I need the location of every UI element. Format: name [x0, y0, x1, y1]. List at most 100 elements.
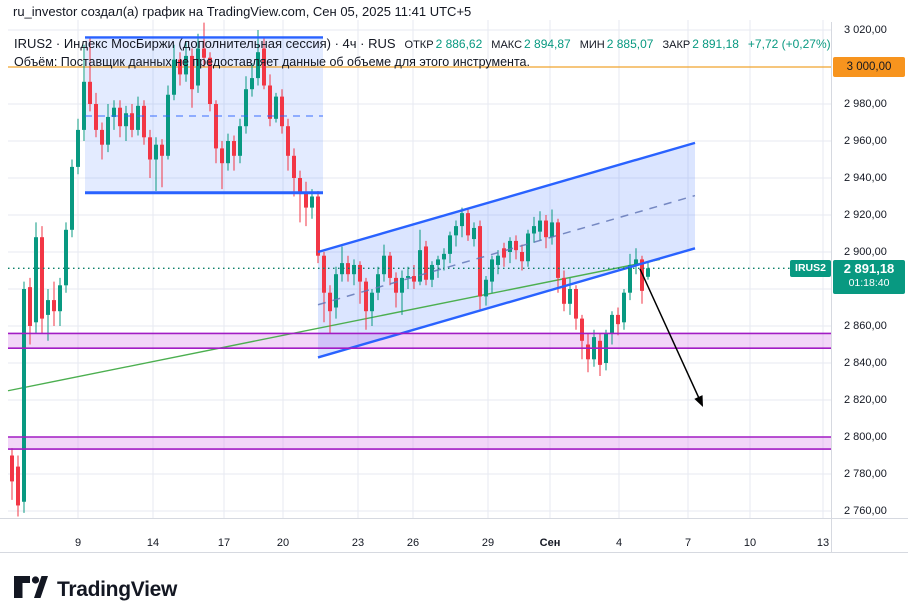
tradingview-logo[interactable]: TradingView — [13, 574, 177, 606]
candle-body — [394, 277, 398, 293]
legend: IRUS2 · Индекс МосБиржи (дополнительная … — [14, 36, 831, 69]
tradingview-logo-text: TradingView — [57, 578, 178, 601]
price-axis-label: 2 860,00 — [844, 320, 887, 332]
candle-body — [364, 281, 368, 312]
price-change: +7,72 (+0,27%) — [747, 37, 831, 51]
candle-body — [58, 285, 62, 312]
candle-body — [634, 259, 638, 265]
candle-body — [94, 104, 98, 130]
candle-body — [208, 57, 212, 104]
candle-body — [388, 255, 392, 278]
candle-body — [82, 81, 86, 130]
candle-body — [568, 289, 572, 304]
candle-body — [166, 94, 170, 156]
candle-body — [382, 255, 386, 275]
candle-body — [370, 292, 374, 312]
candle-body — [28, 287, 32, 326]
time-axis-label: 17 — [217, 537, 231, 549]
ohlc-low: МИН 2 885,07 — [579, 37, 654, 51]
volume-note: Объём: Поставщик данных не предоставляет… — [14, 55, 530, 69]
projection-arrow — [639, 268, 703, 406]
candle-body — [178, 59, 182, 75]
candle-body — [202, 48, 206, 58]
candle-body — [334, 274, 338, 308]
candle-body — [100, 129, 104, 145]
time-axis-label: Сен — [539, 537, 561, 549]
current-price-label: 2 891,18 01:18:40 — [833, 260, 905, 294]
candle-body — [466, 213, 470, 236]
candle-body — [136, 105, 140, 130]
candle-body — [436, 259, 440, 265]
channel-mid-dashed-line — [317, 194, 696, 306]
candle-body — [316, 196, 320, 256]
price-axis-label: 2 940,00 — [844, 172, 887, 184]
candle-body — [412, 276, 416, 282]
candle-body — [64, 229, 68, 286]
time-axis-label: 23 — [351, 537, 365, 549]
candle-body — [10, 455, 14, 482]
candle-body — [514, 240, 518, 251]
candle-body — [196, 48, 200, 86]
time-axis-label: 9 — [74, 537, 82, 549]
ohlc-high: МАКС 2 894,87 — [491, 37, 571, 51]
candle-body — [214, 104, 218, 149]
candle-body — [328, 292, 332, 312]
candle-body — [472, 227, 476, 240]
candle-body — [496, 255, 500, 265]
candle-body — [526, 233, 530, 262]
candle-body — [586, 344, 590, 360]
candle-body — [646, 268, 650, 277]
price-axis-label: 2 960,00 — [844, 135, 887, 147]
candle-body — [562, 277, 566, 304]
price-axis-label: 2 840,00 — [844, 357, 887, 369]
candle-body — [442, 253, 446, 260]
price-axis-label: 2 760,00 — [844, 505, 887, 517]
symbol-price-line-badge: IRUS2 — [790, 260, 831, 277]
candle-body — [190, 55, 194, 90]
candle-body — [340, 263, 344, 275]
candle-body — [130, 113, 134, 130]
attribution-text: ru_investor создал(а) график на TradingV… — [13, 4, 472, 19]
time-axis-label: 4 — [615, 537, 623, 549]
candle-body — [352, 264, 356, 275]
channel-lower-line — [317, 247, 696, 359]
time-axis-label: 26 — [406, 537, 420, 549]
candle-body — [274, 96, 278, 119]
candle-body — [280, 96, 284, 127]
bar-countdown: 01:18:40 — [848, 277, 890, 289]
candle-body — [610, 314, 614, 334]
candle-body — [76, 129, 80, 167]
candle-body — [22, 289, 26, 502]
candle-body — [406, 276, 410, 278]
candle-body — [52, 300, 56, 312]
candle-body — [508, 240, 512, 252]
current-price-value: 2 891,18 — [843, 261, 895, 276]
candle-body — [598, 340, 602, 365]
candle-body — [448, 235, 452, 254]
candle-body — [376, 274, 380, 293]
ohlc-open: ОТКР 2 886,62 — [404, 37, 483, 51]
candle-body — [154, 144, 158, 160]
projection-arrow-head — [694, 395, 703, 407]
candle-body — [232, 141, 236, 156]
level-price-label: 3 000,00 — [833, 57, 905, 77]
candle-body — [628, 264, 632, 293]
candle-body — [358, 264, 362, 282]
candle-body — [460, 213, 464, 227]
candle-body — [106, 116, 110, 145]
candle-body — [124, 113, 128, 127]
candle-body — [88, 81, 92, 104]
candle-body — [256, 52, 260, 79]
candle-body — [400, 277, 404, 293]
price-axis-label: 2 820,00 — [844, 394, 887, 406]
candle-body — [520, 252, 524, 262]
candle-body — [538, 220, 542, 232]
candle-body — [46, 300, 50, 315]
time-axis-label: 29 — [481, 537, 495, 549]
candle-body — [172, 59, 176, 95]
symbol-title[interactable]: IRUS2 · Индекс МосБиржи (дополнительная … — [14, 36, 396, 51]
candle-body — [490, 259, 494, 282]
candle-body — [544, 220, 548, 238]
